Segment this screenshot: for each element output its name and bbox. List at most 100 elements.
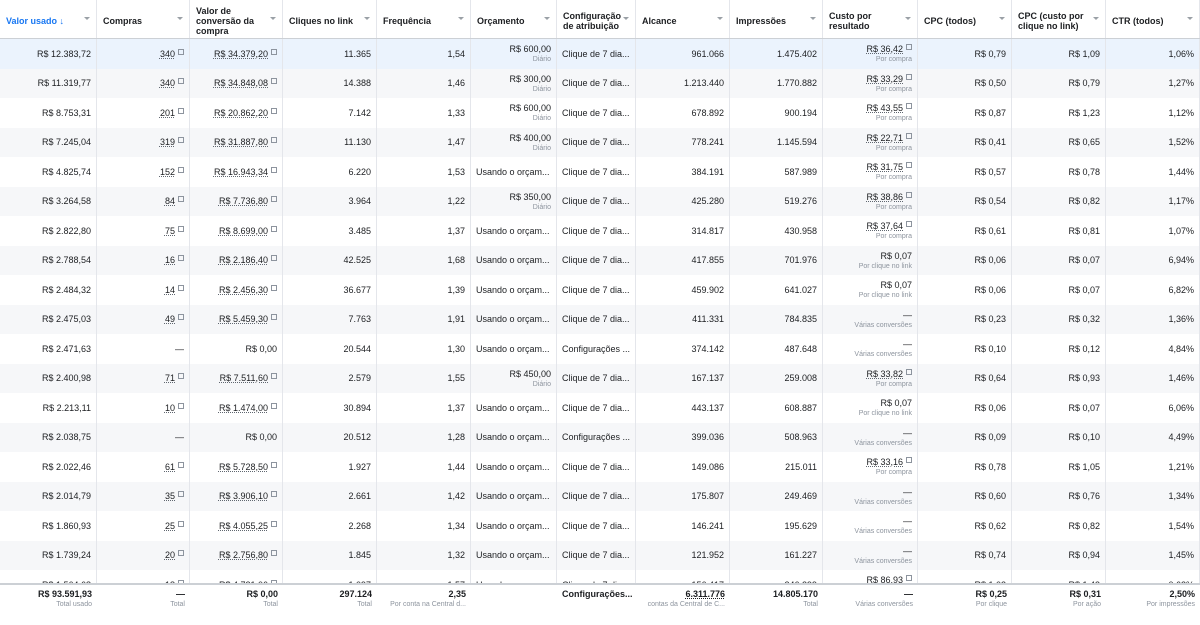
- cell: 1,17%: [1106, 186, 1200, 216]
- cell: 149.086: [636, 452, 730, 482]
- cell-value: 215.011: [785, 461, 817, 472]
- cell-value: R$ 0,54: [974, 196, 1006, 207]
- cell: R$ 0,10: [1012, 422, 1106, 452]
- cell: R$ 0,07 Por clique no link: [823, 245, 918, 275]
- cell-value: 443.137: [691, 402, 724, 413]
- cell: Clique de 7 dia...: [557, 157, 636, 187]
- column-header[interactable]: CTR (todos): [1106, 0, 1200, 38]
- cell-value: Usando o orçam...: [476, 314, 550, 325]
- cell-subtext: Diário: [532, 85, 551, 93]
- cell-value: R$ 0,74: [974, 550, 1006, 561]
- table-row[interactable]: R$ 2.475,03 49 R$ 5.459,30 7.763 1,91 Usando …: [0, 304, 1200, 334]
- column-header[interactable]: CPC (todos): [918, 0, 1012, 38]
- cell-value: 201: [102, 108, 184, 118]
- cell-subtext: Por compra: [875, 85, 912, 93]
- cell: R$ 0,62: [918, 511, 1012, 541]
- table-row[interactable]: R$ 1.564,68 18 R$ 4.721,06 1.097 1,57 Usando …: [0, 570, 1200, 584]
- table-row[interactable]: R$ 8.753,31 201 R$ 20.862,20 7.142 1,33 R$ 60…: [0, 98, 1200, 128]
- table-row[interactable]: R$ 4.825,74 152 R$ 16.943,34 6.220 1,53 Usand…: [0, 157, 1200, 187]
- cell-value: R$ 86,93: [828, 575, 912, 584]
- column-header[interactable]: Compras: [97, 0, 190, 38]
- table-row[interactable]: R$ 2.022,46 61 R$ 5.728,50 1.927 1,44 Usando …: [0, 452, 1200, 482]
- column-header[interactable]: Configuração de atribuição: [557, 0, 636, 38]
- cell: 16: [97, 245, 190, 275]
- cell-subtext: Diário: [532, 115, 551, 123]
- cell-value: R$ 0,00: [246, 589, 278, 599]
- cell-value: 195.629: [784, 520, 817, 531]
- cell-value: R$ 0,79: [974, 48, 1006, 59]
- cell-subtext: Diário: [532, 144, 551, 152]
- cell: R$ 7.511,60: [190, 363, 283, 393]
- cell: R$ 0,76: [1012, 481, 1106, 511]
- cell-value: R$ 0,10: [1068, 432, 1100, 443]
- cell-value: R$ 0,07: [1068, 255, 1100, 266]
- cell: R$ 2.788,54: [0, 245, 97, 275]
- cell-value: —: [175, 432, 184, 443]
- cell-value: R$ 2.014,79: [41, 491, 91, 502]
- cell-subtext: Total usado: [56, 601, 92, 608]
- column-header[interactable]: Alcance: [636, 0, 730, 38]
- column-header[interactable]: Frequência: [377, 0, 471, 38]
- cell: 25: [97, 511, 190, 541]
- cell-value: R$ 400,00: [509, 132, 551, 143]
- column-header[interactable]: Cliques no link: [283, 0, 377, 38]
- cell: 7.142: [283, 98, 377, 128]
- cell-value: R$ 4.055,25: [195, 521, 277, 531]
- cell-value: 1,44: [447, 461, 465, 472]
- column-header[interactable]: Valor usado ↓: [0, 0, 97, 38]
- table-row[interactable]: R$ 2.822,80 75 R$ 8.699,00 3.485 1,37 Usando …: [0, 216, 1200, 246]
- cell-subtext: Total: [263, 601, 278, 608]
- cell: 340: [97, 68, 190, 98]
- cell: 641.027: [730, 275, 823, 305]
- cell: 152: [97, 157, 190, 187]
- table-row[interactable]: R$ 7.245,04 319 R$ 31.887,80 11.130 1,47 R$ 4…: [0, 127, 1200, 157]
- table-row[interactable]: R$ 1.860,93 25 R$ 4.055,25 2.268 1,34 Usando …: [0, 511, 1200, 541]
- cell-subtext: Várias conversões: [855, 601, 913, 608]
- table-row[interactable]: R$ 11.319,77 340 R$ 34.848,08 14.388 1,46 R$ …: [0, 68, 1200, 98]
- cell: R$ 0,81: [1012, 216, 1106, 246]
- column-header[interactable]: Impressões: [730, 0, 823, 38]
- column-header[interactable]: Orçamento: [471, 0, 557, 38]
- column-header[interactable]: Valor de conversão da compra: [190, 0, 283, 38]
- cell: 6.220: [283, 157, 377, 187]
- cell-value: 16: [102, 255, 184, 265]
- cell: 900.194: [730, 98, 823, 128]
- cell: 1,07%: [1106, 216, 1200, 246]
- cell-value: 36.677: [343, 284, 371, 295]
- cell: R$ 0,32: [1012, 304, 1106, 334]
- table-row[interactable]: R$ 3.264,58 84 R$ 7.736,80 3.964 1,22 R$ 350,…: [0, 186, 1200, 216]
- table-row[interactable]: R$ 1.739,24 20 R$ 2.756,80 1.845 1,32 Usando …: [0, 540, 1200, 570]
- cell-value: R$ 7.511,60: [195, 373, 277, 383]
- table-row[interactable]: R$ 2.471,63 — R$ 0,00 20.544 1,30 Usando o or…: [0, 334, 1200, 364]
- cell-value: Clique de 7 dia...: [562, 520, 630, 531]
- cell-value: 1,06%: [1168, 48, 1194, 59]
- cell: 1,44%: [1106, 157, 1200, 187]
- cell: 1,46: [377, 68, 471, 98]
- column-header[interactable]: Custo por resultado: [823, 0, 918, 38]
- table-row[interactable]: R$ 2.400,98 71 R$ 7.511,60 2.579 1,55 R$ 450,…: [0, 363, 1200, 393]
- table-row[interactable]: R$ 2.014,79 35 R$ 3.906,10 2.661 1,42 Usando …: [0, 481, 1200, 511]
- table-row[interactable]: R$ 12.383,72 340 R$ 34.379,20 11.365 1,54 R$ …: [0, 39, 1200, 69]
- table-row[interactable]: R$ 2.484,32 14 R$ 2.456,30 36.677 1,39 Usando…: [0, 275, 1200, 305]
- cell: R$ 2.822,80: [0, 216, 97, 246]
- cell-value: 784.835: [784, 314, 817, 325]
- cell: R$ 2.022,46: [0, 452, 97, 482]
- cell: Clique de 7 dia...: [557, 39, 636, 69]
- cell-value: R$ 0,79: [1068, 78, 1100, 89]
- cell-value: 1,07%: [1168, 225, 1194, 236]
- cell: R$ 350,00 Diário: [471, 186, 557, 216]
- cell-value: Usando o orçam...: [476, 550, 550, 561]
- table-row[interactable]: R$ 2.213,11 10 R$ 1.474,00 30.894 1,37 Usando…: [0, 393, 1200, 423]
- cell: 443.137: [636, 393, 730, 423]
- cell: 2.661: [283, 481, 377, 511]
- cell-value: 84: [102, 196, 184, 206]
- column-header[interactable]: CPC (custo por clique no link): [1012, 0, 1106, 38]
- cell-subtext: Por compra: [875, 144, 912, 152]
- cell-subtext: Por compra: [875, 233, 912, 241]
- table-row[interactable]: R$ 2.788,54 16 R$ 2.186,40 42.525 1,68 Usando…: [0, 245, 1200, 275]
- cell-value: R$ 1.474,00: [195, 403, 277, 413]
- cell: 319: [97, 127, 190, 157]
- table-row[interactable]: R$ 2.038,75 — R$ 0,00 20.512 1,28 Usando o or…: [0, 422, 1200, 452]
- cell-value: 7.763: [348, 314, 371, 325]
- cell-value: Clique de 7 dia...: [562, 166, 630, 177]
